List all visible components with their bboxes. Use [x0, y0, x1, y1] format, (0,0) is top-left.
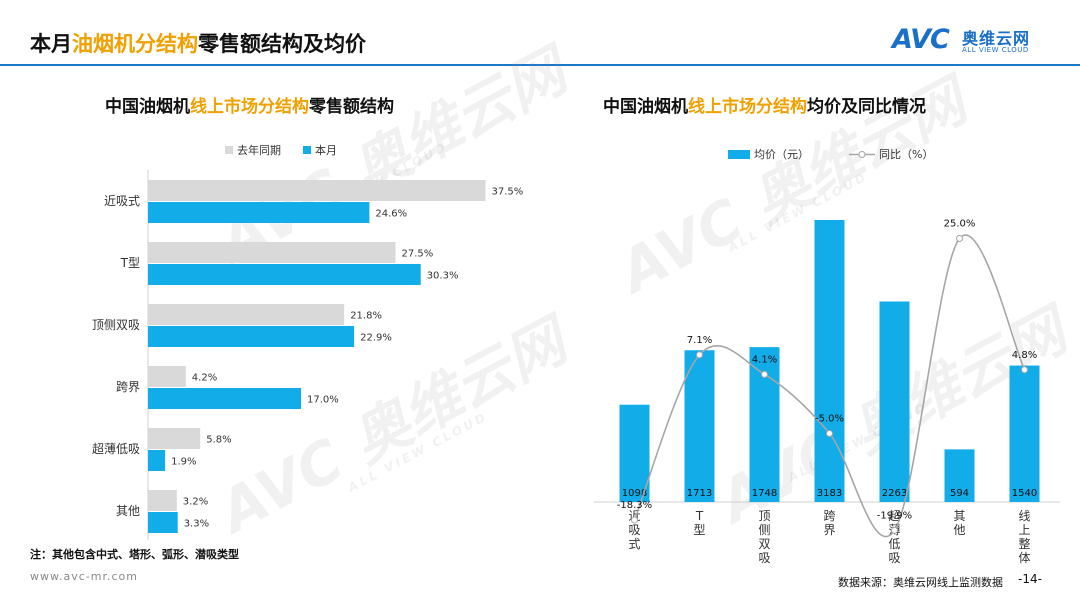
site-url: www.avc-mr.com	[30, 570, 138, 583]
bar-this-month	[148, 264, 421, 285]
left-chart-title: 中国油烟机线上市场分结构零售额结构	[105, 92, 394, 117]
category-label: 超薄低吸	[92, 441, 140, 456]
data-label: 22.9%	[360, 333, 392, 344]
bar-last-year	[148, 366, 186, 387]
bar-last-year	[148, 428, 201, 449]
data-label: 27.5%	[402, 249, 434, 260]
bar-value-label: 594	[950, 488, 969, 499]
legend-swatch-last-year	[225, 146, 233, 154]
bar-value-label: 3183	[817, 488, 842, 499]
yoy-point	[696, 351, 703, 359]
page-title-suffix: 零售额结构及均价	[198, 32, 366, 56]
bar-this-month	[148, 450, 166, 471]
yoy-point	[891, 526, 898, 534]
bar-last-year	[148, 180, 486, 201]
right-chart-legend: 均价（元） 同比（%）	[728, 146, 933, 162]
legend-swatch-avg-price	[728, 149, 750, 159]
yoy-point	[761, 370, 768, 378]
data-label: 21.8%	[350, 311, 382, 322]
right-chart-title: 中国油烟机线上市场分结构均价及同比情况	[603, 92, 926, 117]
yoy-point	[826, 430, 833, 437]
bar-this-month	[148, 512, 178, 533]
data-label: 1.9%	[171, 457, 196, 468]
page-number: -14-	[1018, 572, 1042, 586]
bar-last-year	[148, 242, 396, 263]
category-label: 跨界	[823, 509, 835, 537]
data-label: 4.2%	[192, 373, 217, 384]
bar-this-month	[148, 326, 355, 347]
legend-label-yoy: 同比（%）	[879, 148, 934, 161]
right-chart-title-highlight: 线上市场分结构	[688, 97, 807, 117]
bar-this-month	[148, 202, 370, 223]
yoy-label: 25.0%	[944, 219, 976, 230]
left-chart-title-prefix: 中国油烟机	[105, 97, 190, 117]
bar-last-year	[148, 490, 177, 511]
bar-this-month	[148, 388, 301, 409]
page-title-highlight: 油烟机分结构	[72, 32, 198, 56]
data-label: 17.0%	[307, 395, 339, 406]
yoy-point	[631, 516, 638, 524]
category-label: 近吸式	[628, 509, 640, 551]
logo-cn: 奥维云网	[962, 29, 1031, 48]
category-label: 其他	[953, 509, 965, 537]
legend-label-this-month: 本月	[315, 144, 337, 157]
bar-value-label: 1540	[1012, 488, 1037, 499]
logo-mark: AVC	[892, 24, 950, 55]
data-label: 3.3%	[184, 519, 209, 530]
legend-swatch-yoy	[849, 150, 875, 159]
left-bar-chart: 近吸式 37.5% 24.6% T型 27.5% 30.3% 顶侧双吸 21.8% 22.9% 跨…	[92, 170, 524, 540]
category-label: 线上整体	[1018, 509, 1030, 565]
yoy-point	[1021, 366, 1028, 374]
avg-price-bar	[619, 404, 650, 502]
bar-value-label: 1748	[752, 488, 777, 499]
page-title: 本月油烟机分结构零售额结构及均价	[30, 28, 366, 58]
bar-last-year	[148, 304, 345, 325]
logo-en: ALL VIEW CLOUD	[962, 46, 1029, 54]
footnote: 注：其他包含中式、塔形、弧形、潜吸类型	[30, 548, 239, 561]
left-chart-title-highlight: 线上市场分结构	[190, 97, 309, 117]
category-label: 顶侧双吸	[758, 509, 770, 565]
bar-value-label: 2263	[882, 488, 907, 499]
right-chart-title-prefix: 中国油烟机	[603, 97, 688, 117]
legend-swatch-this-month	[303, 146, 311, 154]
left-chart-legend: 去年同期 本月	[225, 142, 337, 158]
category-label: 近吸式	[104, 194, 140, 208]
data-label: 37.5%	[492, 187, 524, 198]
title-rule	[0, 64, 1080, 66]
yoy-label: -19.9%	[877, 510, 912, 521]
yoy-label: -18.3%	[617, 500, 652, 511]
category-label: 跨界	[116, 380, 140, 394]
bar-value-label: 1098	[622, 488, 647, 499]
avg-price-bar	[944, 449, 975, 502]
bar-value-label: 1713	[687, 488, 712, 499]
legend-label-last-year: 去年同期	[237, 144, 281, 157]
yoy-label: 4.1%	[752, 354, 777, 365]
left-chart-title-suffix: 零售额结构	[309, 97, 394, 117]
data-label: 30.3%	[427, 271, 459, 282]
avg-price-bar	[749, 347, 780, 502]
avg-price-bar	[684, 350, 715, 502]
legend-label-avg-price: 均价（元）	[754, 148, 809, 161]
yoy-label: 7.1%	[687, 335, 712, 346]
data-label: 24.6%	[375, 209, 407, 220]
yoy-point	[956, 235, 963, 242]
category-label: T型	[120, 256, 140, 270]
yoy-label: -5.0%	[815, 414, 844, 425]
category-label: 其他	[116, 504, 140, 518]
data-label: 5.8%	[206, 435, 231, 446]
right-combo-chart: 1098近吸式1713T型1748顶侧双吸3183跨界2263超薄低吸594其他…	[594, 219, 1060, 565]
avg-price-bar	[814, 220, 845, 502]
data-source: 数据来源：奥维云网线上监测数据	[838, 576, 1003, 589]
page-title-prefix: 本月	[30, 32, 72, 56]
yoy-label: 4.8%	[1012, 350, 1037, 361]
avg-price-bar	[1009, 365, 1040, 502]
avg-price-bar	[879, 301, 910, 502]
right-chart-title-suffix: 均价及同比情况	[807, 97, 926, 117]
data-label: 3.2%	[183, 497, 208, 508]
avc-logo: AVC 奥维云网 ALL VIEW CLOUD	[892, 24, 1062, 58]
category-label: 顶侧双吸	[92, 318, 140, 332]
